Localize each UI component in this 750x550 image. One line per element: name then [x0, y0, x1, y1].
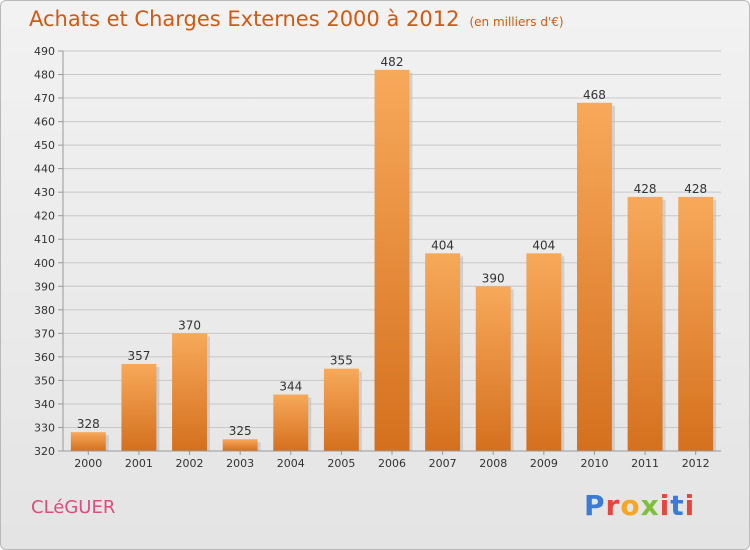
- x-tick-label: 2010: [580, 457, 608, 470]
- x-tick-label: 2009: [530, 457, 558, 470]
- x-tick-label: 2002: [176, 457, 204, 470]
- y-tick-label: 480: [34, 69, 55, 82]
- x-tick-label: 2004: [277, 457, 305, 470]
- x-tick-label: 2007: [429, 457, 457, 470]
- y-tick-label: 490: [34, 45, 55, 58]
- y-tick-label: 380: [34, 304, 55, 317]
- bar: [425, 253, 461, 451]
- y-tick-label: 400: [34, 257, 55, 270]
- y-tick-label: 420: [34, 210, 55, 223]
- commune-name: CLéGUER: [31, 497, 116, 518]
- proxiti-logo[interactable]: Proxiti: [584, 489, 696, 522]
- bar: [273, 394, 309, 451]
- x-tick-label: 2005: [327, 457, 355, 470]
- x-tick-label: 2006: [378, 457, 406, 470]
- bar-value-label: 357: [127, 349, 150, 363]
- y-tick-label: 340: [34, 398, 55, 411]
- bar-value-label: 468: [583, 88, 606, 102]
- y-tick-label: 360: [34, 351, 55, 364]
- y-tick-label: 320: [34, 445, 55, 458]
- x-tick-label: 2012: [682, 457, 710, 470]
- y-tick-label: 460: [34, 116, 55, 129]
- chart-title-text: Achats et Charges Externes 2000 à 2012: [29, 7, 460, 31]
- axis-layer: 320 330 340 350 360 370 380 390 400 410 420 430 440 4…: [34, 45, 721, 470]
- bar-value-label: 428: [684, 182, 707, 196]
- bar-value-label: 390: [482, 271, 505, 285]
- y-tick-label: 390: [34, 280, 55, 293]
- bar: [576, 102, 612, 451]
- bar: [678, 196, 714, 451]
- bar-layer: 328 357 370 325 344 355 482 404 390 404 468 428 428: [70, 55, 717, 451]
- bar: [70, 432, 106, 451]
- y-tick-label: 450: [34, 139, 55, 152]
- y-tick-label: 330: [34, 421, 55, 434]
- bar-value-label: 325: [229, 424, 252, 438]
- x-tick-label: 2011: [631, 457, 659, 470]
- bar: [323, 368, 359, 451]
- bar-value-label: 328: [77, 417, 100, 431]
- x-tick-label: 2008: [479, 457, 507, 470]
- bar: [627, 196, 663, 451]
- bar-value-label: 404: [532, 238, 555, 252]
- bar: [222, 439, 258, 451]
- chart-title: Achats et Charges Externes 2000 à 2012 (e…: [29, 7, 564, 31]
- y-tick-label: 370: [34, 327, 55, 340]
- bar: [121, 363, 157, 451]
- chart-unit: (en milliers d'€): [469, 15, 564, 29]
- x-tick-label: 2000: [74, 457, 102, 470]
- y-tick-label: 410: [34, 233, 55, 246]
- bar-value-label: 482: [381, 55, 404, 69]
- bar: [172, 333, 208, 451]
- bar-value-label: 428: [634, 182, 657, 196]
- bar-value-label: 404: [431, 238, 454, 252]
- y-tick-label: 470: [34, 92, 55, 105]
- y-tick-label: 430: [34, 186, 55, 199]
- x-tick-label: 2003: [226, 457, 254, 470]
- y-tick-label: 440: [34, 163, 55, 176]
- bar: [374, 69, 410, 451]
- bar-value-label: 370: [178, 318, 201, 332]
- x-tick-label: 2001: [125, 457, 153, 470]
- y-tick-label: 350: [34, 374, 55, 387]
- bar: [526, 253, 562, 451]
- bar: [475, 286, 511, 451]
- bar-value-label: 344: [279, 380, 302, 394]
- bar-value-label: 355: [330, 354, 353, 368]
